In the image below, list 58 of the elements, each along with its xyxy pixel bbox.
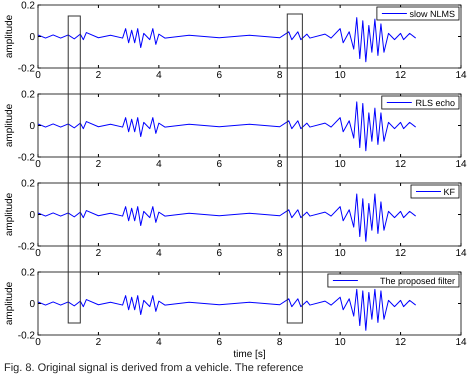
y-tick-label: 0 [29,32,36,43]
x-tick-label: 10 [334,70,346,81]
y-tick-label: 0.2 [21,0,36,12]
legend: slow NLMS [376,6,460,20]
x-tick-label: 12 [395,248,407,259]
x-tick-label: 8 [276,159,283,170]
legend-label: KF [443,186,456,197]
x-tick-label: 6 [216,248,223,259]
y-axis-title: amplitude [4,192,15,236]
line-series [38,288,416,331]
x-tick-label: 10 [334,248,346,259]
line-series [38,17,416,62]
x-tick-label: 14 [455,70,467,81]
legend: KF [410,184,460,198]
x-tick-label: 14 [455,159,467,170]
x-tick-label: 2 [96,159,102,170]
legend-label: RLS echo [415,98,455,108]
y-tick-label: -0.2 [18,330,36,342]
line-series [38,194,416,242]
x-tick-label: 6 [216,337,223,348]
x-axis-title: time [s] [233,349,266,360]
x-tick-label: 2 [96,70,102,81]
x-tick-label: 4 [156,159,162,170]
x-tick-label: 2 [96,248,102,259]
y-tick-label: -0.2 [18,64,36,74]
x-tick-label: 4 [156,337,162,348]
legend-label: slow NLMS [409,8,455,19]
x-tick-label: 6 [216,70,223,81]
x-tick-label: 8 [276,337,283,348]
y-tick-label: 0.2 [21,178,36,190]
x-tick-label: 12 [395,159,407,170]
y-tick-label: 0.2 [21,268,36,278]
line-series [38,101,416,152]
x-tick-label: 8 [276,248,283,259]
y-axis-title: amplitude [4,103,15,148]
x-tick-label: 12 [395,70,407,81]
y-tick-label: 0 [29,210,36,221]
y-tick-label: -0.2 [18,152,36,164]
y-tick-label: 0.2 [21,90,36,100]
x-tick-label: 6 [216,159,223,170]
y-tick-label: 0 [29,299,36,310]
caption: Fig. 8. Original signal is derived from a vehicle. The reference [4,362,304,374]
legend: The proposed filter [328,274,460,288]
y-axis-title: amplitude [4,281,15,326]
y-tick-label: -0.2 [18,242,36,252]
legend: RLS echo [381,96,460,110]
x-tick-label: 10 [334,337,346,348]
x-tick-label: 14 [455,337,467,348]
x-tick-label: 2 [96,337,102,348]
x-tick-label: 14 [455,248,467,259]
y-tick-label: 0 [29,121,36,132]
series-label: The proposed filter [380,276,455,286]
x-tick-label: 8 [276,70,283,81]
x-tick-label: 4 [156,248,162,259]
x-tick-label: 12 [395,337,407,348]
x-tick-label: 4 [156,70,162,81]
x-tick-label: 10 [334,159,346,170]
y-axis-title: amplitude [4,14,15,58]
